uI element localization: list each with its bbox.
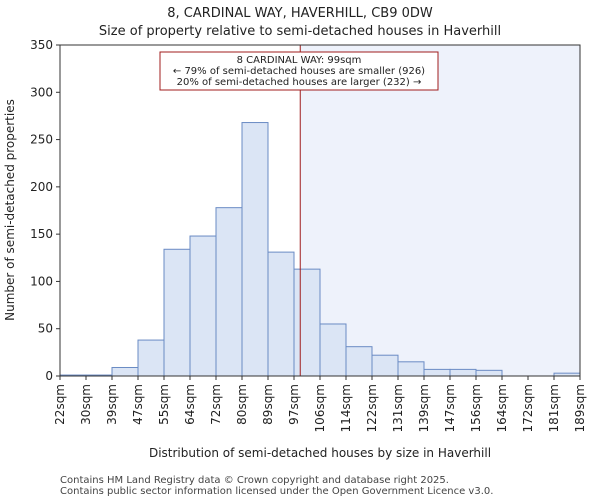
bar-156sqm xyxy=(475,369,503,377)
y-tick-label: 50 xyxy=(38,322,53,336)
y-tick-label: 150 xyxy=(30,227,53,241)
x-axis-ticks: 22sqm 30sqm 39sqm 47sqm 55sqm 64sqm 72sqm 80sqm… xyxy=(53,376,587,432)
x-tick-label-39sqm: 39sqm xyxy=(105,384,119,425)
y-tick-label: 300 xyxy=(30,85,53,99)
bar-147sqm xyxy=(449,368,477,377)
bar-122sqm xyxy=(371,354,399,377)
x-tick-label-156sqm: 156sqm xyxy=(469,384,483,432)
bar-131sqm xyxy=(397,361,425,377)
x-tick-label-172sqm: 172sqm xyxy=(521,384,535,432)
chart-title: 8, CARDINAL WAY, HAVERHILL, CB9 0DW xyxy=(167,6,433,21)
x-tick-label-189sqm: 189sqm xyxy=(573,384,587,432)
x-tick-label-64sqm: 64sqm xyxy=(183,384,197,425)
y-tick-label: 350 xyxy=(30,38,53,52)
y-tick-label: 100 xyxy=(30,274,53,288)
y-axis-label: Number of semi-detached properties xyxy=(3,99,17,321)
footer-line-1: Contains HM Land Registry data © Crown c… xyxy=(60,475,449,486)
bar-72sqm xyxy=(215,207,243,377)
bar-114sqm xyxy=(345,346,373,377)
x-tick-label-147sqm: 147sqm xyxy=(443,384,457,432)
annotation-line-3: 20% of semi-detached houses are larger (… xyxy=(177,77,422,88)
x-tick-label-106sqm: 106sqm xyxy=(313,384,327,432)
x-tick-label-47sqm: 47sqm xyxy=(131,384,145,425)
bar-80sqm xyxy=(241,122,269,377)
bar-64sqm xyxy=(189,235,217,377)
chart-subtitle: Size of property relative to semi-detach… xyxy=(99,24,501,39)
bar-47sqm xyxy=(137,339,165,377)
annotation-line-2: ← 79% of semi-detached houses are smalle… xyxy=(173,66,425,77)
x-tick-label-80sqm: 80sqm xyxy=(235,384,249,425)
footer-line-2: Contains public sector information licen… xyxy=(60,486,493,497)
x-tick-label-97sqm: 97sqm xyxy=(287,384,301,425)
x-tick-label-30sqm: 30sqm xyxy=(79,384,93,425)
x-tick-label-22sqm: 22sqm xyxy=(53,384,67,425)
bar-97sqm xyxy=(293,268,321,377)
y-tick-label: 250 xyxy=(30,133,53,147)
x-tick-label-131sqm: 131sqm xyxy=(391,384,405,432)
x-tick-label-89sqm: 89sqm xyxy=(261,384,275,425)
y-axis-ticks: 0 50 100 150 200 250 300 350 xyxy=(30,38,60,383)
bars-group xyxy=(59,122,581,377)
bar-139sqm xyxy=(423,368,451,377)
x-tick-label-72sqm: 72sqm xyxy=(209,384,223,425)
annotation-box xyxy=(159,51,439,91)
x-tick-label-114sqm: 114sqm xyxy=(339,384,353,432)
annotation-line-1: 8 CARDINAL WAY: 99sqm xyxy=(237,55,362,66)
x-tick-label-122sqm: 122sqm xyxy=(365,384,379,432)
x-tick-label-55sqm: 55sqm xyxy=(157,384,171,425)
bar-55sqm xyxy=(163,248,191,377)
y-tick-label: 200 xyxy=(30,180,53,194)
shaded-region-larger xyxy=(300,45,580,376)
y-tick-label: 0 xyxy=(45,369,53,383)
plot-frame xyxy=(59,44,581,377)
bar-89sqm xyxy=(267,251,295,377)
x-axis-label: Distribution of semi-detached houses by … xyxy=(149,446,491,460)
x-tick-label-181sqm: 181sqm xyxy=(547,384,561,432)
x-tick-label-164sqm: 164sqm xyxy=(495,384,509,432)
bar-106sqm xyxy=(319,323,347,377)
bar-39sqm xyxy=(111,366,139,377)
x-tick-label-139sqm: 139sqm xyxy=(417,384,431,432)
